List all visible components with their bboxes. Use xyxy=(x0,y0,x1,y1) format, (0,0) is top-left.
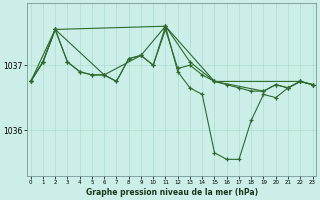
X-axis label: Graphe pression niveau de la mer (hPa): Graphe pression niveau de la mer (hPa) xyxy=(85,188,258,197)
